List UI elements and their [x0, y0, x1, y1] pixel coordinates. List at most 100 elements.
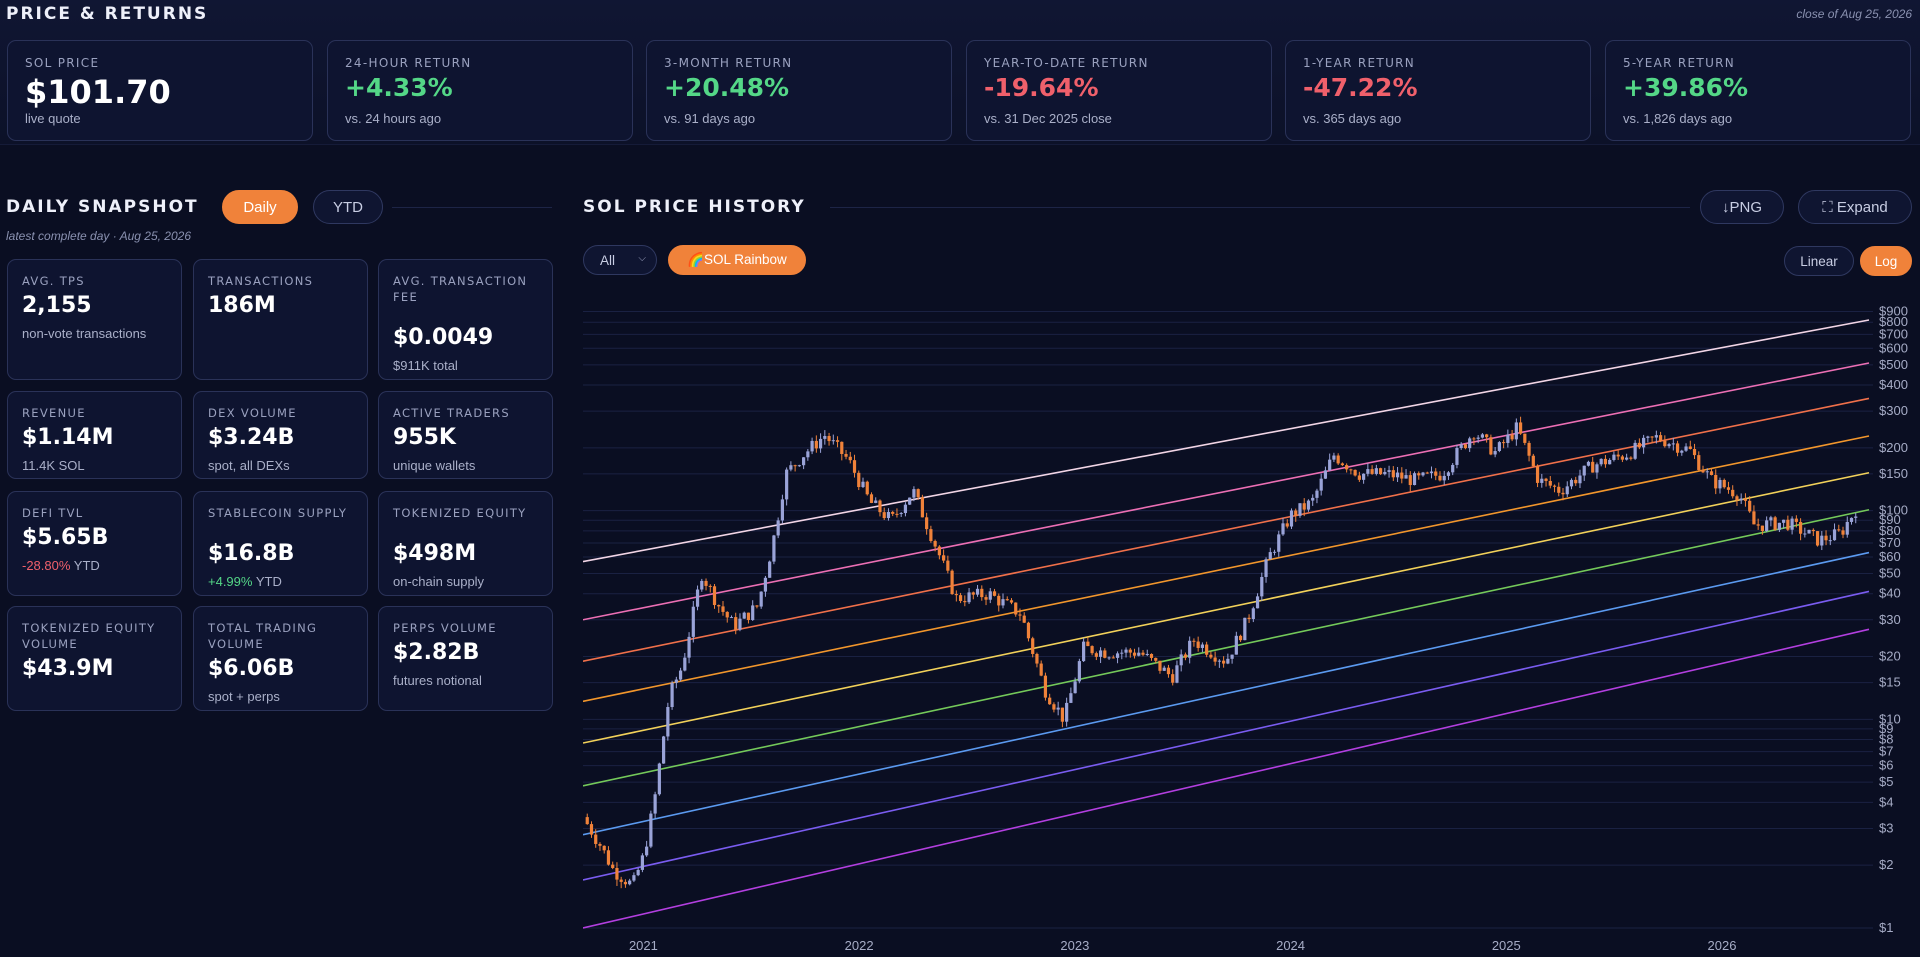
candle-body — [1591, 461, 1595, 473]
price-history-chart[interactable]: $1$2$3$4$5$6$7$8$9$10$15$20$30$40$50$60$… — [583, 290, 1913, 957]
range-select[interactable]: All ⌵ — [583, 245, 657, 275]
candle-body — [717, 605, 721, 607]
linear-scale-button[interactable]: Linear — [1784, 246, 1854, 276]
candle-body — [1748, 500, 1752, 512]
daily-toggle[interactable]: Daily — [222, 190, 298, 224]
candle-body — [1786, 519, 1790, 530]
candle-body — [1646, 436, 1650, 438]
y-tick-label: $700 — [1879, 326, 1908, 341]
candle-body — [1493, 451, 1497, 455]
candle-body — [1395, 472, 1400, 478]
candle-body — [1446, 472, 1451, 476]
rainbow-band-line — [583, 319, 1870, 563]
candle-body — [1773, 517, 1777, 530]
snapshot-card-sub: +4.99% YTD — [208, 574, 282, 589]
candle-body — [1277, 534, 1281, 552]
candle-body — [1485, 434, 1489, 438]
candle-body — [1009, 600, 1014, 603]
candle-body — [1527, 442, 1531, 456]
expand-button[interactable]: ⛶ Expand — [1798, 190, 1912, 224]
y-tick-label: $20 — [1879, 649, 1901, 664]
return-card-value: -19.64% — [984, 73, 1099, 102]
log-scale-button[interactable]: Log — [1860, 246, 1912, 276]
candle-body — [1832, 529, 1837, 541]
ytd-toggle[interactable]: YTD — [313, 190, 383, 224]
y-tick-label: $40 — [1879, 586, 1901, 601]
candle-body — [1103, 650, 1107, 658]
candle-body — [734, 617, 738, 630]
candle-body — [1243, 617, 1247, 641]
candle-body — [751, 605, 755, 620]
candle-body — [1777, 522, 1781, 530]
candle-body — [1697, 455, 1701, 470]
candle-body — [1629, 457, 1633, 459]
candle-body — [1633, 442, 1637, 459]
candle-body — [1790, 518, 1794, 530]
snapshot-card-label: REVENUE — [22, 406, 86, 420]
candle-body — [925, 517, 929, 530]
candle-body — [1039, 663, 1043, 676]
candle-body — [1272, 551, 1277, 553]
candle-body — [1124, 649, 1128, 653]
return-card-label: SOL PRICE — [25, 56, 100, 70]
candle-body — [895, 513, 899, 515]
candle-body — [1281, 523, 1285, 535]
candle-body — [886, 511, 891, 519]
candle-body — [1714, 474, 1718, 489]
candle-body — [1183, 654, 1188, 658]
candle-body — [729, 617, 734, 619]
y-tick-label: $15 — [1879, 675, 1901, 690]
candle-body — [649, 813, 653, 847]
return-card: 1-YEAR RETURN -47.22% vs. 365 days ago — [1285, 40, 1591, 141]
candle-body — [1510, 434, 1514, 440]
candle-body — [971, 592, 975, 595]
candle-body — [912, 489, 916, 498]
y-tick-label: $5 — [1879, 774, 1893, 789]
snapshot-card: TOKENIZED EQUITY $498M on-chain supply — [378, 491, 553, 596]
candle-body — [1582, 465, 1586, 476]
candle-body — [611, 864, 615, 868]
candle-body — [759, 591, 763, 607]
y-tick-label: $6 — [1879, 758, 1893, 773]
candle-body — [869, 494, 874, 503]
candle-body — [623, 881, 628, 885]
candle-body — [1014, 602, 1018, 615]
candle-body — [1353, 469, 1357, 476]
rainbow-band-line — [583, 397, 1870, 662]
rainbow-toggle[interactable]: 🌈SOL Rainbow — [668, 245, 806, 275]
candle-body — [1073, 681, 1077, 694]
candle-body — [708, 585, 712, 587]
candle-body — [1548, 480, 1552, 486]
candle-body — [653, 794, 657, 814]
snapshot-card-label: STABLECOIN SUPPLY — [208, 506, 348, 520]
snapshot-card-sub: spot + perps — [208, 689, 280, 704]
candle-body — [704, 580, 708, 586]
snapshot-card-value: $6.06B — [208, 656, 295, 681]
candle-body — [585, 817, 589, 825]
candle-body — [1251, 608, 1255, 620]
range-select-value: All — [600, 252, 616, 268]
snapshot-card-sub: spot, all DEXs — [208, 458, 290, 473]
candle-body — [1502, 442, 1506, 444]
y-tick-label: $10 — [1879, 711, 1901, 726]
candle-body — [606, 850, 611, 865]
return-card-value: $101.70 — [25, 73, 171, 111]
snapshot-card-sub: -28.80% YTD — [22, 558, 100, 573]
snapshot-card-sub: $911K total — [393, 358, 458, 373]
candle-body — [1794, 518, 1798, 522]
candle-body — [691, 606, 695, 637]
snapshot-card: ACTIVE TRADERS 955K unique wallets — [378, 391, 553, 479]
candle-body — [908, 497, 912, 505]
candle-body — [840, 441, 844, 454]
candle-body — [1476, 437, 1480, 439]
y-tick-label: $8 — [1879, 732, 1893, 747]
candle-body — [975, 588, 980, 595]
snapshot-card: TOTAL TRADING VOLUME $6.06B spot + perps — [193, 606, 368, 711]
return-card-sub: vs. 1,826 days ago — [1623, 111, 1733, 126]
x-tick-label: 2021 — [629, 938, 658, 953]
candle-body — [1412, 473, 1417, 486]
candle-body — [916, 489, 920, 498]
candle-body — [1043, 675, 1048, 698]
png-button[interactable]: ↓PNG — [1700, 190, 1784, 224]
candle-body — [1378, 468, 1383, 475]
